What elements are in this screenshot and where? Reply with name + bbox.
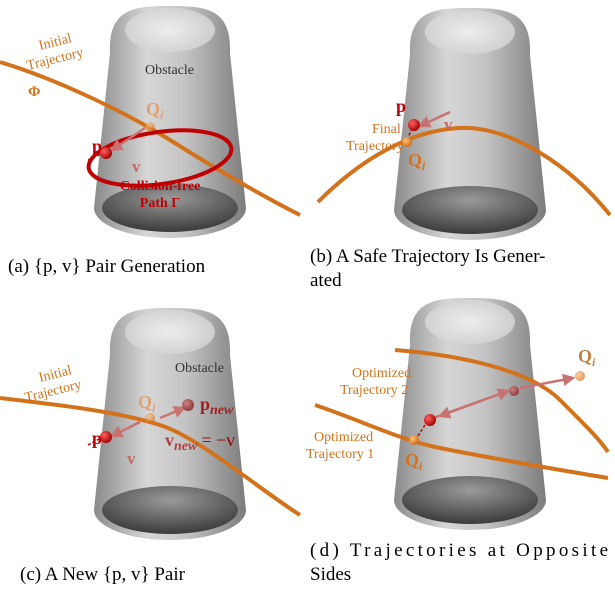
label: Trajectory 1 bbox=[306, 447, 374, 462]
caption: (a) {p, v} Pair Generation bbox=[8, 256, 206, 277]
panel-c: Initial Trajectory Obstacle Qi pnew p v … bbox=[0, 308, 300, 585]
label: Φ bbox=[28, 84, 40, 100]
point-p-new bbox=[509, 386, 519, 396]
figure: Initial Trajectory Φ Obstacle Qi p v Col… bbox=[0, 0, 615, 595]
point-q bbox=[575, 371, 585, 381]
obstacle bbox=[394, 298, 546, 530]
point-q bbox=[409, 435, 419, 445]
label: Collision-free bbox=[120, 179, 201, 194]
label: Obstacle bbox=[145, 63, 194, 78]
caption: Sides bbox=[310, 564, 351, 585]
point-p bbox=[424, 414, 436, 426]
point-p-new bbox=[182, 399, 194, 411]
label: Qi bbox=[578, 346, 596, 369]
label: Optimized bbox=[352, 366, 411, 381]
label: v bbox=[132, 157, 141, 176]
label: v bbox=[127, 449, 136, 468]
label: p bbox=[92, 136, 102, 156]
obstacle bbox=[94, 308, 246, 540]
caption: ated bbox=[310, 270, 342, 291]
label: p bbox=[396, 96, 406, 116]
label: p bbox=[92, 428, 102, 448]
caption: (d) Trajectories at Opposite bbox=[310, 540, 608, 561]
label: Trajectory bbox=[346, 139, 404, 154]
label: Trajectory 2 bbox=[340, 383, 408, 398]
caption: (c) A New {p, v} Pair bbox=[20, 564, 186, 585]
caption: (b) A Safe Trajectory Is Gener- bbox=[310, 246, 545, 267]
point-q bbox=[145, 122, 155, 132]
label: v bbox=[444, 115, 453, 134]
label: Obstacle bbox=[175, 361, 224, 376]
label: Optimized bbox=[314, 430, 373, 445]
label: Final bbox=[372, 122, 401, 137]
panel-a: Initial Trajectory Φ Obstacle Qi p v Col… bbox=[0, 6, 300, 277]
panel-d: Optimized Trajectory 2 Qi Optimized Traj… bbox=[306, 298, 608, 585]
point-p bbox=[408, 119, 420, 131]
label: Path Γ bbox=[140, 196, 181, 211]
panel-b: p v Final Trajectory Qi (b) A Safe Traje… bbox=[310, 8, 610, 291]
